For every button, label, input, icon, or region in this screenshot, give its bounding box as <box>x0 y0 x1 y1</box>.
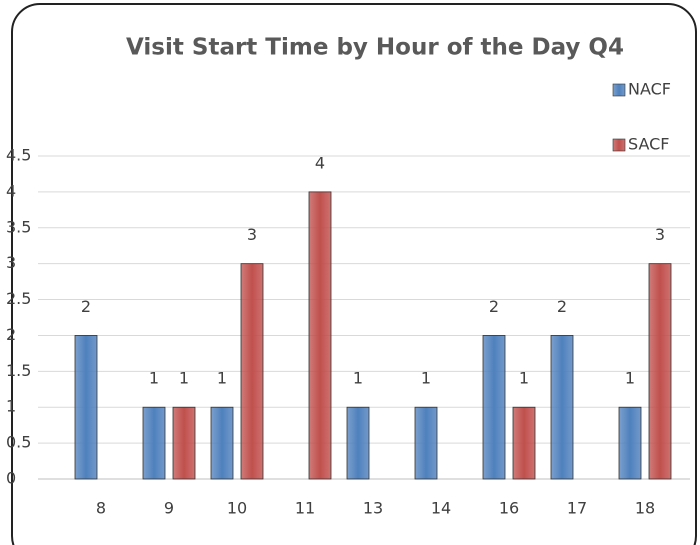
x-tick-label: 10 <box>227 499 247 518</box>
x-tick-label: 9 <box>164 499 174 518</box>
x-tick-label: 13 <box>363 499 383 518</box>
data-label: 2 <box>81 297 91 316</box>
data-label: 2 <box>557 297 567 316</box>
data-label: 3 <box>247 225 257 244</box>
bar <box>648 263 672 480</box>
y-tick-label: 4 <box>6 181 16 200</box>
x-tick-label: 14 <box>431 499 451 518</box>
y-tick-label: 3 <box>6 253 16 272</box>
bar <box>308 191 332 480</box>
y-tick-label: 2 <box>6 325 16 344</box>
data-label: 1 <box>217 369 227 388</box>
data-label: 1 <box>149 369 159 388</box>
data-label: 1 <box>353 369 363 388</box>
legend-label: NACF <box>628 80 671 99</box>
bar <box>240 263 264 480</box>
bar <box>512 406 536 480</box>
x-tick-label: 11 <box>295 499 315 518</box>
data-label: 4 <box>315 153 325 172</box>
y-tick-label: 1.5 <box>6 361 31 380</box>
data-label: 3 <box>655 225 665 244</box>
y-tick-label: 3.5 <box>6 217 31 236</box>
legend-swatch <box>612 83 626 97</box>
data-label: 1 <box>421 369 431 388</box>
bar <box>618 406 642 480</box>
data-label: 2 <box>489 297 499 316</box>
y-tick-label: 0 <box>6 469 16 488</box>
legend-swatch <box>612 138 626 152</box>
chart-title: Visit Start Time by Hour of the Day Q4 <box>126 35 624 61</box>
y-tick-label: 1 <box>6 397 16 416</box>
x-tick-label: 16 <box>499 499 519 518</box>
bar <box>414 406 438 480</box>
x-tick-label: 17 <box>567 499 587 518</box>
bar <box>172 406 196 480</box>
y-tick-label: 2.5 <box>6 289 31 308</box>
data-label: 1 <box>625 369 635 388</box>
x-tick-label: 8 <box>96 499 106 518</box>
bar <box>74 335 98 480</box>
legend-label: SACF <box>628 135 670 154</box>
y-tick-label: 4.5 <box>6 146 31 165</box>
bar <box>482 335 506 480</box>
y-tick-label: 0.5 <box>6 433 31 452</box>
bar <box>142 406 166 480</box>
bar <box>210 406 234 480</box>
data-label: 1 <box>179 369 189 388</box>
bar <box>346 406 370 480</box>
data-label: 1 <box>519 369 529 388</box>
x-tick-label: 18 <box>635 499 655 518</box>
bar <box>550 335 574 480</box>
